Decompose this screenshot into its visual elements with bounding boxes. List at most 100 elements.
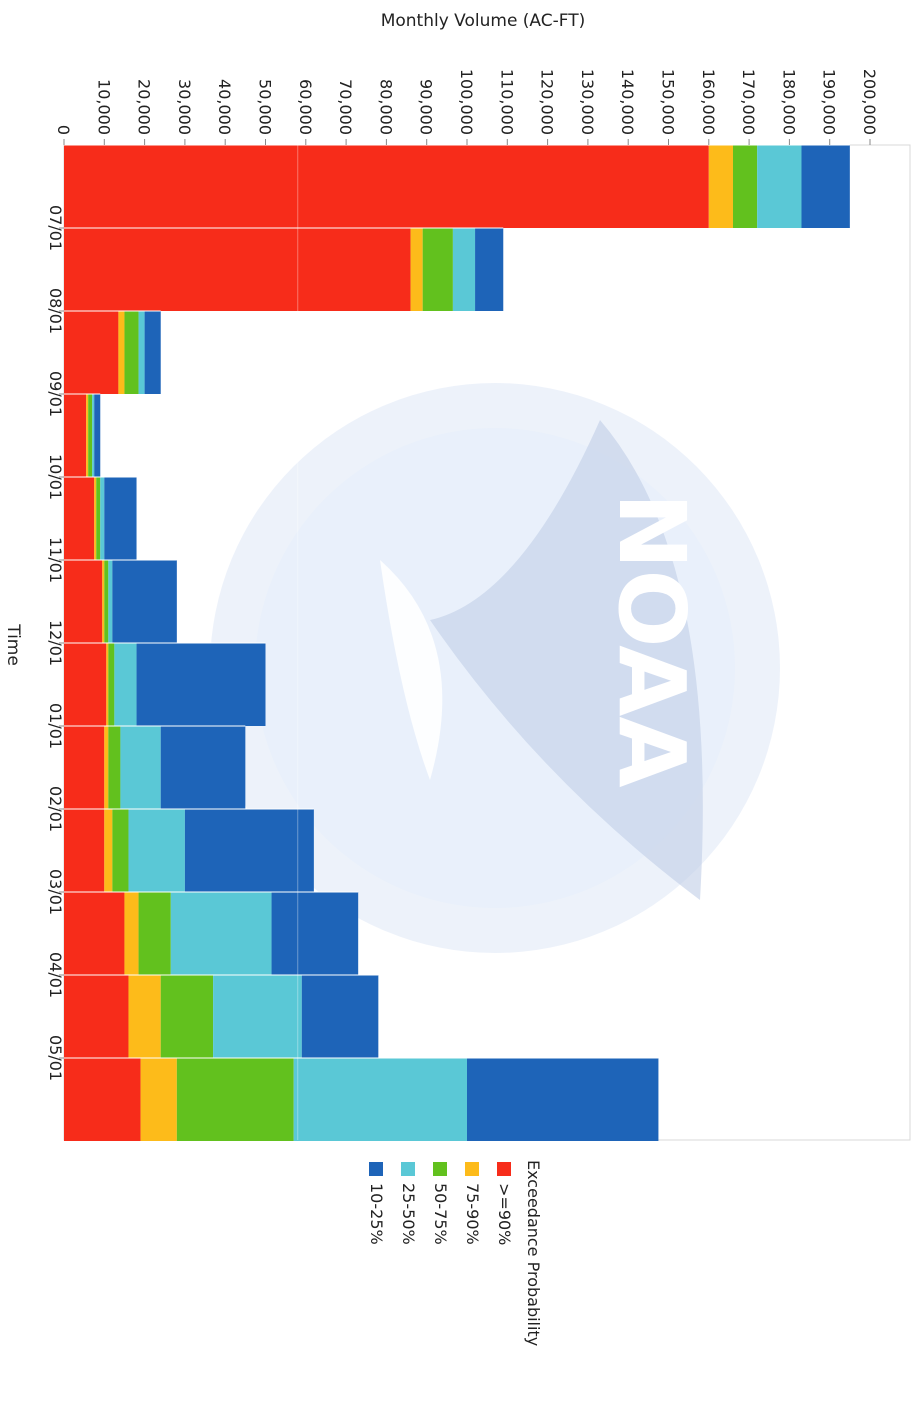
legend-label: 25-50%: [399, 1183, 418, 1245]
noaa-watermark: NOAA: [210, 383, 780, 953]
bar-last-25-50: [293, 1058, 467, 1141]
bar-02/01-75-90: [104, 726, 109, 809]
bar-11/01-90: [64, 477, 95, 560]
value-tick-label: 140,000: [618, 69, 637, 135]
bar-04/01-90: [64, 892, 125, 975]
bar-02/01-10-25: [160, 726, 246, 809]
category-tick-label: 11/01: [46, 537, 65, 583]
category-tick-label: 05/01: [46, 1035, 65, 1081]
bar-07/01-75-90: [708, 145, 733, 228]
bar-02/01-25-50: [120, 726, 161, 809]
bar-12/01-10-25: [112, 560, 177, 643]
bar-04/01-50-75: [138, 892, 171, 975]
bar-05/01-90: [64, 975, 129, 1058]
value-tick-label: 100,000: [457, 69, 476, 135]
category-tick-label: 09/01: [46, 371, 65, 417]
value-tick-label: 20,000: [135, 79, 154, 135]
bar-12/01-50-75: [104, 560, 109, 643]
bar-10/01-75-90: [86, 394, 89, 477]
category-tick-label: 07/01: [46, 205, 65, 251]
category-tick-label: 08/01: [46, 288, 65, 334]
bar-05/01-10-25: [301, 975, 379, 1058]
bar-01/01-75-90: [106, 643, 109, 726]
bar-08/01-75-90: [410, 228, 423, 311]
bar-11/01-10-25: [104, 477, 137, 560]
legend-swatch: [465, 1162, 479, 1176]
bar-09/01-90: [64, 311, 119, 394]
value-tick-label: 130,000: [578, 69, 597, 135]
value-axis: 0 10,000 20,000 30,000 40,000 50,000 60,000 70,…: [54, 11, 879, 145]
bar-02/01-50-75: [108, 726, 121, 809]
bar-last-50-75: [176, 1058, 294, 1141]
value-tick-label: 190,000: [820, 69, 839, 135]
category-tick-label: 10/01: [46, 454, 65, 500]
bar-07/01-25-50: [757, 145, 802, 228]
bar-10/01-25-50: [92, 394, 95, 477]
category-axis: 07/01 08/01 09/01 10/01 11/01 12/01 01/01 02/01…: [3, 205, 65, 1081]
bar-04/01-25-50: [170, 892, 272, 975]
bar-08/01-50-75: [422, 228, 453, 311]
bar-05/01-25-50: [213, 975, 302, 1058]
category-tick-label: 04/01: [46, 952, 65, 998]
value-tick-label: 200,000: [860, 69, 879, 135]
category-tick-label: 12/01: [46, 620, 65, 666]
value-tick-label: 180,000: [779, 69, 798, 135]
value-tick-label: 0: [54, 125, 73, 135]
category-tick-label: 01/01: [46, 703, 65, 749]
bar-12/01-75-90: [102, 560, 105, 643]
bar-01/01-25-50: [114, 643, 137, 726]
bar-01/01-10-25: [136, 643, 266, 726]
bar-02/01-90: [64, 726, 105, 809]
bar-08/01-10-25: [475, 228, 504, 311]
bar-12/01-25-50: [108, 560, 113, 643]
noaa-watermark-text: NOAA: [598, 492, 705, 787]
bar-09/01-50-75: [124, 311, 139, 394]
bar-08/01-90: [64, 228, 411, 311]
bar-last-75-90: [140, 1058, 177, 1141]
value-tick-label: 30,000: [175, 79, 194, 135]
bar-03/01-10-25: [184, 809, 314, 892]
bar-10/01-10-25: [94, 394, 101, 477]
bar-09/01-75-90: [118, 311, 125, 394]
value-tick-label: 110,000: [497, 69, 516, 135]
legend-swatch: [497, 1162, 511, 1176]
value-axis-title: Monthly Volume (AC-FT): [381, 11, 586, 31]
value-tick-label: 80,000: [376, 79, 395, 135]
value-tick-label: 70,000: [336, 79, 355, 135]
bar-12/01-90: [64, 560, 103, 643]
legend-label: 50-75%: [431, 1183, 450, 1245]
bar-07/01-90: [64, 145, 709, 228]
bar-01/01-90: [64, 643, 107, 726]
legend-label: >=90%: [495, 1183, 514, 1245]
legend: Exceedance Probability >=90% 75-90% 50-75% 2…: [367, 1160, 543, 1346]
value-tick-label: 10,000: [94, 79, 113, 135]
bar-03/01-50-75: [112, 809, 129, 892]
value-tick-label: 50,000: [256, 79, 275, 135]
bar-09/01-25-50: [138, 311, 145, 394]
legend-swatch: [369, 1162, 383, 1176]
bar-11/01-25-50: [100, 477, 105, 560]
bar-07/01-50-75: [732, 145, 758, 228]
bar-09/01-10-25: [144, 311, 161, 394]
value-tick-label: 40,000: [215, 79, 234, 135]
bar-last-90: [64, 1058, 141, 1141]
bar-10/01-90: [64, 394, 87, 477]
legend-label: 75-90%: [463, 1183, 482, 1245]
bars: [64, 144, 850, 1141]
bar-01/01-50-75: [108, 643, 115, 726]
bar-04/01-75-90: [124, 892, 139, 975]
legend-label: 10-25%: [367, 1183, 386, 1245]
bar-07/01-10-25: [801, 145, 850, 228]
value-tick-label: 150,000: [659, 69, 678, 135]
bar-11/01-75-90: [94, 477, 97, 560]
category-tick-label: 03/01: [46, 869, 65, 915]
legend-swatch: [401, 1162, 415, 1176]
bar-10/01-50-75: [88, 394, 93, 477]
legend-swatch: [433, 1162, 447, 1176]
bar-04/01-10-25: [271, 892, 359, 975]
category-tick-label: 02/01: [46, 786, 65, 832]
bar-05/01-75-90: [128, 975, 161, 1058]
bar-03/01-90: [64, 809, 105, 892]
